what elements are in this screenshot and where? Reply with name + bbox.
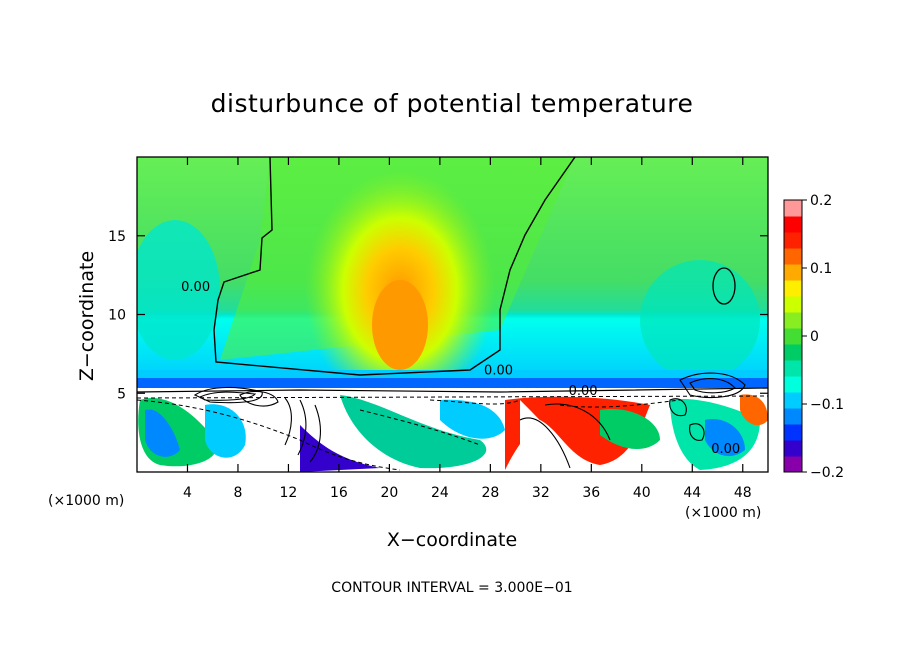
y-tick-label: 10	[108, 308, 126, 324]
colorbar-swatch	[784, 200, 802, 217]
x-axis-ticks: 4 8 12 16 20 24 28 32 36 40 44 48	[183, 157, 752, 501]
lower-blob-5	[340, 395, 487, 469]
x-tick-label: 16	[330, 485, 348, 501]
lower-blob-12	[740, 394, 768, 426]
colorbar-swatch	[784, 280, 802, 297]
x-tick-label: 40	[633, 485, 651, 501]
contour-cluster-right	[519, 372, 746, 469]
contour-cluster-left	[193, 386, 321, 463]
colorbar-swatch	[784, 232, 802, 249]
zero-contour-4	[712, 267, 736, 305]
zero-contour	[213, 157, 576, 376]
colorbar-swatch	[784, 216, 802, 233]
x-tick-label: 20	[380, 485, 398, 501]
x-tick-label: 12	[280, 485, 298, 501]
x-tick-label: 24	[431, 485, 449, 501]
x-tick-label: 48	[734, 485, 752, 501]
contour-interval: CONTOUR INTERVAL = 3.000E−01	[331, 580, 572, 596]
dashed-contours	[137, 399, 681, 471]
x-tick-label: 4	[183, 485, 192, 501]
y-tick-label: 5	[117, 386, 126, 402]
y-axis-label: Z−coordinate	[76, 251, 98, 381]
colorbar-tick-label: 0.2	[810, 193, 832, 209]
lower-blob-2	[145, 409, 180, 457]
x-axis-label: X−coordinate	[387, 529, 517, 551]
colorbar-swatch	[784, 424, 802, 441]
zero-contour-2	[137, 387, 768, 393]
colorbar-swatch	[784, 440, 802, 457]
lower-blob-6	[440, 399, 505, 439]
cold-layer-top	[137, 370, 768, 378]
cool-region-right	[640, 260, 760, 380]
colorbar-swatch	[784, 376, 802, 393]
colorbar-swatch	[784, 248, 802, 265]
x-tick-label: 28	[481, 485, 499, 501]
x-tick-label: 44	[683, 485, 701, 501]
lower-blob-11	[705, 419, 745, 457]
colorbar-swatch	[784, 312, 802, 329]
y-axis-ticks: 5 10 15	[108, 229, 768, 402]
lower-blob-4	[300, 425, 380, 472]
contour-label: 0.00	[181, 280, 210, 295]
colorbar-ticks: 0.2 0.1 0 −0.1 −0.2	[802, 193, 844, 481]
colorbar-swatch	[784, 456, 802, 473]
warm-core	[372, 280, 428, 370]
colorbar-swatch	[784, 296, 802, 313]
colorbar-swatch	[784, 408, 802, 425]
cool-region-left	[137, 220, 220, 360]
colorbar-swatch	[784, 328, 802, 345]
chart-title: disturbunce of potential temperature	[211, 89, 694, 118]
x-unit-right: (×1000 m)	[685, 505, 761, 521]
colorbar-tick-label: 0.1	[810, 261, 832, 277]
colorbar-swatch	[784, 360, 802, 377]
contour-label: 0.00	[484, 363, 513, 378]
contour-label: 0.00	[711, 442, 740, 457]
x-tick-label: 36	[582, 485, 600, 501]
x-tick-label: 32	[532, 485, 550, 501]
colorbar-swatch	[784, 344, 802, 361]
y-tick-label: 15	[108, 229, 126, 245]
lower-blob-8	[520, 400, 575, 470]
colorbar-swatch	[784, 264, 802, 281]
contour-label: 0.00	[569, 384, 598, 399]
colorbar	[783, 199, 803, 473]
lower-blob-9	[600, 409, 660, 450]
x-tick-label: 8	[233, 485, 242, 501]
colorbar-swatch	[784, 392, 802, 409]
field	[137, 157, 768, 472]
colorbar-tick-label: −0.2	[810, 465, 844, 481]
contour-labels: 0.00 0.00 0.00 0.00	[181, 280, 740, 457]
colorbar-tick-label: −0.1	[810, 397, 844, 413]
x-unit-left: (×1000 m)	[48, 493, 124, 509]
colorbar-tick-label: 0	[810, 329, 819, 345]
cold-layer	[137, 378, 768, 388]
